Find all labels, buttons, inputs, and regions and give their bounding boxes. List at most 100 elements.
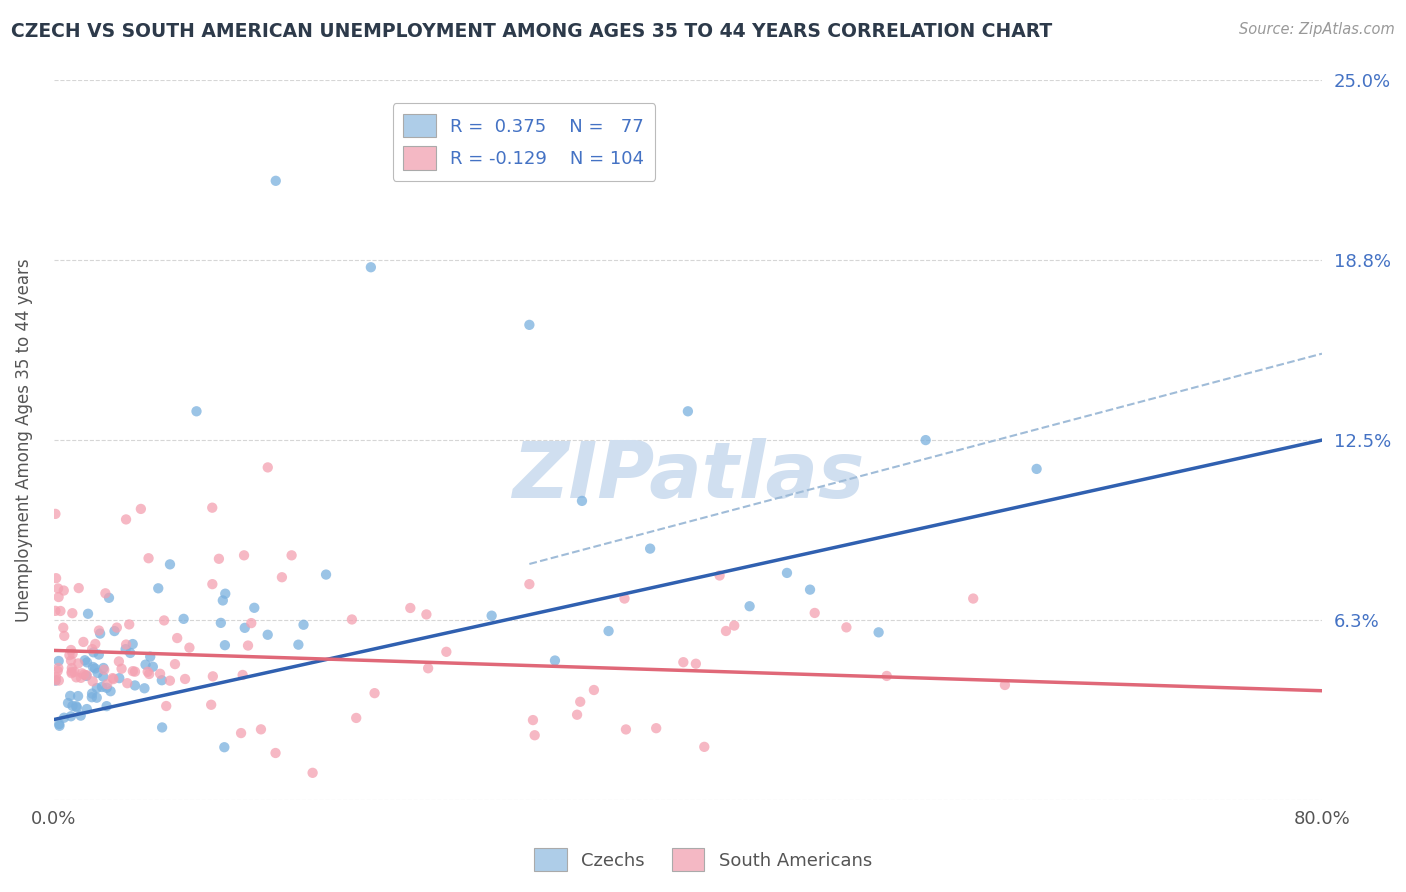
Point [82,645,104,659]
Point [65,699,87,714]
Point [360,260,382,275]
Point [89,626,111,640]
Point [63,665,86,679]
Point [481,608,503,623]
Point [150,721,173,735]
Point [214,638,236,652]
Point [44,604,66,618]
Point [87,624,110,638]
Point [52,621,75,635]
Point [76,702,98,716]
Point [73,667,96,681]
Legend: R =  0.375    N =   77, R = -0.129    N = 104: R = 0.375 N = 77, R = -0.129 N = 104 [392,103,655,180]
Point [544,654,567,668]
Point [264,746,287,760]
Point [301,765,323,780]
Point [60,665,83,679]
Point [48,719,70,733]
Point [166,631,188,645]
Point [714,624,737,638]
Y-axis label: Unemployment Among Ages 35 to 44 years: Unemployment Among Ages 35 to 44 years [15,259,32,622]
Point [672,655,695,669]
Point [80,687,103,701]
Point [108,655,131,669]
Point [108,671,131,685]
Point [685,657,707,671]
Point [344,711,367,725]
Point [876,669,898,683]
Point [638,541,661,556]
Point [363,686,385,700]
Point [138,667,160,681]
Point [59,709,82,723]
Point [256,628,278,642]
Point [256,460,278,475]
Point [105,621,128,635]
Point [292,617,315,632]
Point [56,696,79,710]
Point [121,664,143,678]
Point [264,174,287,188]
Point [46,664,69,678]
Point [523,728,546,742]
Point [100,684,122,698]
Text: Source: ZipAtlas.com: Source: ZipAtlas.com [1239,22,1395,37]
Point [69,708,91,723]
Point [134,681,156,696]
Point [72,635,94,649]
Point [44,507,66,521]
Point [148,582,170,596]
Point [49,604,72,618]
Point [173,612,195,626]
Point [124,665,146,679]
Point [614,723,637,737]
Point [48,654,70,668]
Point [87,648,110,662]
Point [709,568,731,582]
Point [86,690,108,705]
Point [250,723,273,737]
Point [66,700,89,714]
Point [103,672,125,686]
Point [84,637,107,651]
Point [101,671,124,685]
Text: CZECH VS SOUTH AMERICAN UNEMPLOYMENT AMONG AGES 35 TO 44 YEARS CORRELATION CHART: CZECH VS SOUTH AMERICAN UNEMPLOYMENT AMO… [11,22,1053,41]
Point [153,614,176,628]
Point [46,582,69,596]
Point [67,581,90,595]
Point [110,662,132,676]
Point [115,638,138,652]
Point [70,666,93,681]
Point [271,570,294,584]
Point [399,601,422,615]
Point [582,683,605,698]
Point [53,711,76,725]
Point [45,571,67,585]
Point [159,558,181,572]
Point [868,625,890,640]
Point [114,642,136,657]
Point [60,661,83,675]
Point [67,689,90,703]
Point [58,648,80,663]
Point [129,502,152,516]
Point [280,549,302,563]
Point [209,615,232,630]
Point [67,657,90,671]
Point [569,695,592,709]
Point [738,599,761,614]
Point [118,617,141,632]
Point [201,500,224,515]
Point [138,551,160,566]
Point [77,607,100,621]
Point [96,677,118,691]
Point [98,591,121,605]
Point [45,670,67,684]
Point [519,318,541,332]
Point [48,717,70,731]
Point [136,665,159,679]
Point [70,671,93,685]
Point [415,607,437,622]
Point [45,673,67,688]
Point [994,678,1017,692]
